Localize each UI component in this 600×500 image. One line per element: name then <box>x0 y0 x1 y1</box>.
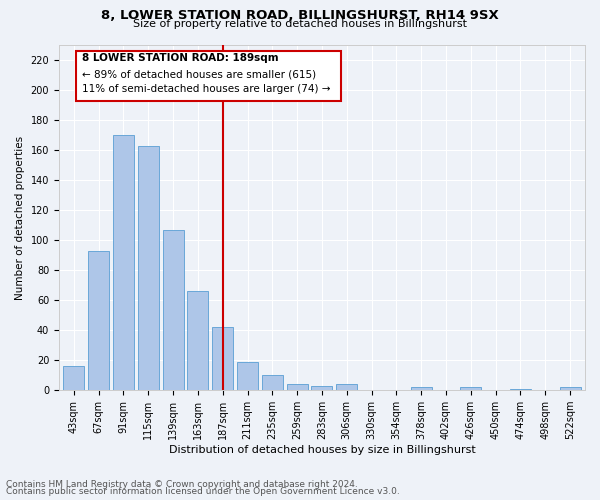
Bar <box>336 384 358 390</box>
Y-axis label: Number of detached properties: Number of detached properties <box>15 136 25 300</box>
Text: ← 89% of detached houses are smaller (615): ← 89% of detached houses are smaller (61… <box>82 69 316 79</box>
Text: Size of property relative to detached houses in Billingshurst: Size of property relative to detached ho… <box>133 19 467 29</box>
X-axis label: Distribution of detached houses by size in Billingshurst: Distribution of detached houses by size … <box>169 445 475 455</box>
Bar <box>212 327 233 390</box>
Text: 11% of semi-detached houses are larger (74) →: 11% of semi-detached houses are larger (… <box>82 84 331 94</box>
Bar <box>460 387 481 390</box>
Bar <box>63 366 85 390</box>
Text: 8, LOWER STATION ROAD, BILLINGSHURST, RH14 9SX: 8, LOWER STATION ROAD, BILLINGSHURST, RH… <box>101 9 499 22</box>
FancyBboxPatch shape <box>76 51 341 100</box>
Bar <box>510 388 531 390</box>
Bar <box>237 362 258 390</box>
Bar <box>311 386 332 390</box>
Bar <box>113 135 134 390</box>
Bar <box>88 250 109 390</box>
Bar <box>410 387 432 390</box>
Bar <box>287 384 308 390</box>
Text: 8 LOWER STATION ROAD: 189sqm: 8 LOWER STATION ROAD: 189sqm <box>82 52 278 62</box>
Bar <box>560 387 581 390</box>
Bar <box>187 291 208 390</box>
Text: Contains public sector information licensed under the Open Government Licence v3: Contains public sector information licen… <box>6 487 400 496</box>
Bar <box>163 230 184 390</box>
Text: Contains HM Land Registry data © Crown copyright and database right 2024.: Contains HM Land Registry data © Crown c… <box>6 480 358 489</box>
Bar <box>262 375 283 390</box>
Bar <box>137 146 159 390</box>
